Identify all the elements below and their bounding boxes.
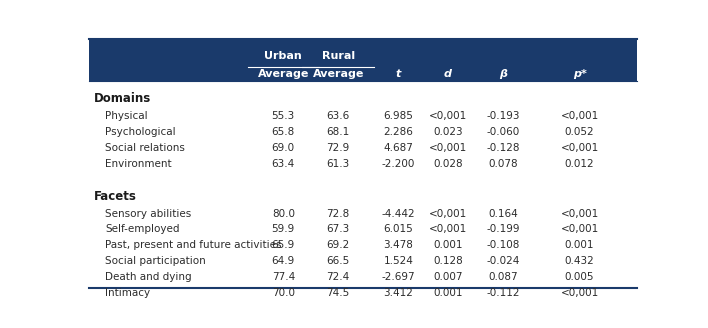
Text: 3.412: 3.412 [384, 288, 413, 298]
Text: 1.524: 1.524 [384, 256, 413, 266]
Text: 4.687: 4.687 [384, 143, 413, 153]
Text: 0.005: 0.005 [565, 272, 594, 282]
Text: Self-employed: Self-employed [105, 224, 179, 235]
Text: -0.199: -0.199 [486, 224, 520, 235]
Text: <0,001: <0,001 [561, 143, 599, 153]
FancyBboxPatch shape [88, 39, 637, 81]
Text: t: t [396, 69, 401, 79]
Text: <0,001: <0,001 [429, 224, 467, 235]
Text: 65.9: 65.9 [272, 240, 295, 250]
Text: 0.087: 0.087 [488, 272, 518, 282]
Text: 0.023: 0.023 [433, 127, 463, 137]
Text: 0.078: 0.078 [488, 159, 518, 169]
Text: 72.8: 72.8 [326, 209, 350, 218]
Text: d: d [444, 69, 452, 79]
Text: 2.286: 2.286 [384, 127, 413, 137]
Text: 69.2: 69.2 [326, 240, 350, 250]
Text: 80.0: 80.0 [272, 209, 295, 218]
Text: 63.6: 63.6 [326, 111, 350, 121]
Text: -2.200: -2.200 [382, 159, 415, 169]
Text: 0.001: 0.001 [433, 288, 462, 298]
Text: 74.5: 74.5 [326, 288, 350, 298]
Text: Average: Average [312, 69, 364, 79]
Text: Psychological: Psychological [105, 127, 176, 137]
Text: 6.985: 6.985 [384, 111, 413, 121]
Text: Sensory abilities: Sensory abilities [105, 209, 191, 218]
Text: -0.128: -0.128 [486, 143, 520, 153]
Text: 0.001: 0.001 [433, 240, 462, 250]
Text: 67.3: 67.3 [326, 224, 350, 235]
Text: Social participation: Social participation [105, 256, 206, 266]
Text: Past, present and future activities: Past, present and future activities [105, 240, 282, 250]
Text: 70.0: 70.0 [272, 288, 295, 298]
Text: -2.697: -2.697 [382, 272, 416, 282]
Text: 0.052: 0.052 [565, 127, 595, 137]
Text: Environment: Environment [105, 159, 171, 169]
Text: Facets: Facets [94, 190, 137, 203]
Text: -0.108: -0.108 [486, 240, 520, 250]
Text: <0,001: <0,001 [429, 209, 467, 218]
Text: Social relations: Social relations [105, 143, 185, 153]
Text: β: β [498, 69, 507, 79]
Text: -0.112: -0.112 [486, 288, 520, 298]
Text: -0.060: -0.060 [486, 127, 520, 137]
Text: 0.012: 0.012 [565, 159, 595, 169]
Text: <0,001: <0,001 [561, 224, 599, 235]
Text: -0.193: -0.193 [486, 111, 520, 121]
Text: 66.5: 66.5 [326, 256, 350, 266]
Text: p*: p* [573, 69, 586, 79]
Text: 64.9: 64.9 [272, 256, 295, 266]
Text: 68.1: 68.1 [326, 127, 350, 137]
Text: <0,001: <0,001 [561, 288, 599, 298]
Text: 59.9: 59.9 [272, 224, 295, 235]
Text: 63.4: 63.4 [272, 159, 295, 169]
Text: 0.028: 0.028 [433, 159, 463, 169]
Text: 0.432: 0.432 [565, 256, 595, 266]
Text: 65.8: 65.8 [272, 127, 295, 137]
Text: 69.0: 69.0 [272, 143, 295, 153]
Text: 72.4: 72.4 [326, 272, 350, 282]
Text: 0.128: 0.128 [433, 256, 463, 266]
Text: -0.024: -0.024 [486, 256, 520, 266]
Text: Death and dying: Death and dying [105, 272, 192, 282]
Text: -4.442: -4.442 [382, 209, 416, 218]
Text: 0.007: 0.007 [433, 272, 462, 282]
Text: 61.3: 61.3 [326, 159, 350, 169]
Text: 6.015: 6.015 [384, 224, 413, 235]
Text: Average: Average [258, 69, 309, 79]
Text: 0.001: 0.001 [565, 240, 594, 250]
Text: Rural: Rural [321, 51, 355, 61]
Text: Physical: Physical [105, 111, 147, 121]
Text: <0,001: <0,001 [429, 111, 467, 121]
Text: 77.4: 77.4 [272, 272, 295, 282]
Text: 72.9: 72.9 [326, 143, 350, 153]
Text: Domains: Domains [94, 92, 152, 105]
Text: 0.164: 0.164 [488, 209, 518, 218]
Text: <0,001: <0,001 [429, 143, 467, 153]
Text: <0,001: <0,001 [561, 209, 599, 218]
Text: 55.3: 55.3 [272, 111, 295, 121]
Text: Intimacy: Intimacy [105, 288, 150, 298]
Text: 3.478: 3.478 [384, 240, 413, 250]
Text: <0,001: <0,001 [561, 111, 599, 121]
Text: Urban: Urban [264, 51, 302, 61]
